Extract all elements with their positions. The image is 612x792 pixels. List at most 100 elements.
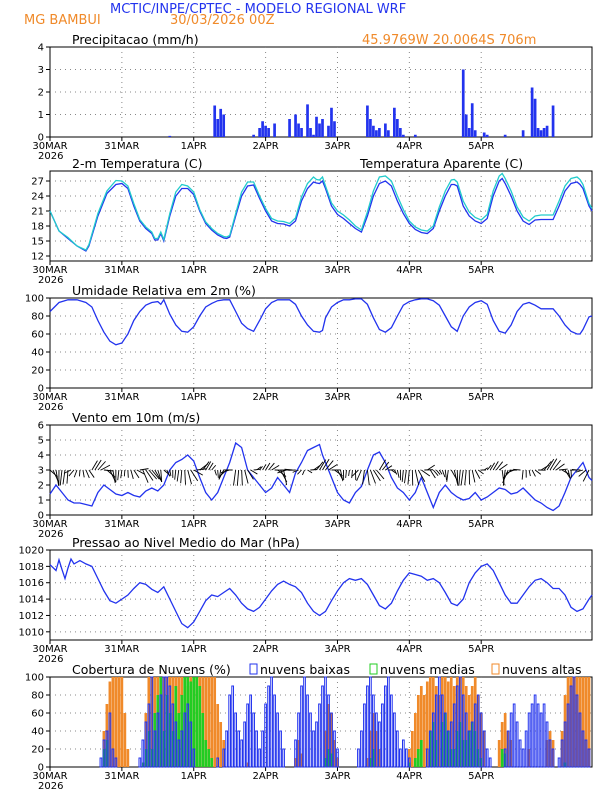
wind-arrow <box>233 469 237 486</box>
cloud-bar-low <box>488 757 492 768</box>
y-tick-label: 80 <box>31 312 44 323</box>
wind-arrow <box>534 469 542 475</box>
wind-arrow <box>471 469 476 483</box>
cloud-bar-high <box>123 713 127 767</box>
wind-arrow <box>401 469 404 482</box>
cloud-bar-low <box>315 721 318 768</box>
wind-arrow <box>543 461 552 471</box>
precip-bar <box>333 121 336 137</box>
x-tick-label: 30MAR <box>32 392 67 403</box>
wind-arrow <box>283 469 288 486</box>
y-tick-label: 100 <box>25 294 44 305</box>
x-tick-label: 4APR <box>396 265 422 276</box>
cloud-bar-high <box>204 677 208 767</box>
cloud-bar-high <box>464 686 468 767</box>
wind-arrow <box>268 462 275 471</box>
precip-bar <box>533 98 537 137</box>
cloud-bar-mid <box>153 713 157 767</box>
wind-arrow <box>190 469 199 482</box>
wind-arrow <box>578 469 587 477</box>
cloud-bar-mid <box>464 740 468 767</box>
precip-bar <box>470 103 474 137</box>
precip-bar <box>216 119 220 137</box>
cloud-bar-high <box>294 758 297 767</box>
wind-arrow <box>477 469 484 475</box>
wind-arrow <box>120 469 123 479</box>
cloud-bar-low <box>467 730 471 768</box>
x-tick-year: 2026 <box>38 402 63 413</box>
y-tick-label: 80 <box>31 691 44 702</box>
cloud-bar-high <box>503 713 507 767</box>
wind-arrow <box>417 469 426 482</box>
cloud-bar-low <box>177 739 181 768</box>
wind-arrow <box>174 469 177 480</box>
cloud-bar-low <box>470 721 474 768</box>
cloud-bar-low <box>294 739 297 768</box>
cloud-bar-mid <box>204 740 208 767</box>
cloud-bar-low <box>183 712 187 768</box>
cloud-bar-high <box>297 740 300 767</box>
wind-arrow <box>157 469 163 483</box>
cloud-bar-mid <box>198 686 202 767</box>
precip-bar <box>545 125 549 137</box>
x-tick-label: 1APR <box>181 265 207 276</box>
panel-title: Precipitacao (mm/h) <box>72 32 199 47</box>
wind-arrow <box>486 464 492 471</box>
cloud-bar-low <box>378 721 381 768</box>
cloud-bar-high <box>584 677 588 767</box>
y-tick-label: 40 <box>31 348 44 359</box>
cloud-bar-high <box>497 740 501 767</box>
cloud-bar-mid <box>330 753 333 767</box>
cloud-bar-low <box>258 748 261 768</box>
wind-arrow <box>220 469 230 474</box>
cloud-bar-low <box>473 703 477 768</box>
cloud-bar-mid <box>369 758 372 767</box>
cloud-bar-low <box>237 730 240 768</box>
x-tick-label: 30MAR <box>32 141 67 152</box>
wind-arrow <box>211 464 217 471</box>
wind-arrow <box>414 469 420 486</box>
cloud-bar-mid <box>473 731 477 767</box>
cloud-bar-mid <box>452 749 456 767</box>
x-tick-label: 3APR <box>324 392 350 403</box>
cloud-bar-low <box>572 676 576 768</box>
x-tick-label: 3APR <box>324 265 350 276</box>
precip-bar <box>378 128 381 137</box>
cloud-bar-low <box>168 685 172 768</box>
wind-arrow <box>136 469 145 475</box>
cloud-bar-high <box>333 740 336 767</box>
cloud-bar-high <box>330 713 333 767</box>
wind-arrow <box>247 469 254 480</box>
wind-arrow <box>348 469 350 476</box>
x-tick-label: 30MAR <box>32 771 67 782</box>
panel-title: Cobertura de Nuvens (%) <box>72 662 231 677</box>
cloud-bar-low <box>282 748 285 768</box>
cloud-bar-mid <box>195 677 199 767</box>
x-tick-year: 2026 <box>38 529 63 540</box>
cloud-bar-high <box>587 677 591 767</box>
cloud-bar-low <box>539 712 543 768</box>
wind-arrow <box>145 469 154 481</box>
wind-arrow <box>458 469 461 486</box>
wind-arrow <box>567 469 571 479</box>
cloud-bar-low <box>216 757 220 768</box>
wind-arrow <box>97 461 106 471</box>
cloud-bar-low <box>587 748 591 768</box>
cloud-bar-high <box>144 713 148 767</box>
cloud-bar-high <box>482 731 486 767</box>
y-tick-label: 2 <box>38 88 44 99</box>
y-tick-label: 100 <box>25 673 44 684</box>
precip-bar <box>473 130 477 137</box>
cloud-bar-low <box>261 730 264 768</box>
x-tick-label: 31MAR <box>104 644 139 655</box>
cloud-bar-high <box>545 740 549 767</box>
cloud-bar-low <box>336 748 339 768</box>
cloud-bar-low <box>437 676 441 768</box>
cloud-bar-high <box>369 731 372 767</box>
cloud-bar-low <box>102 739 106 768</box>
precip-bar <box>318 123 321 137</box>
cloud-bar-low <box>321 685 324 768</box>
wind-arrow <box>208 462 214 471</box>
cloud-bar-high <box>219 722 223 767</box>
x-tick-label: 2APR <box>253 141 279 152</box>
